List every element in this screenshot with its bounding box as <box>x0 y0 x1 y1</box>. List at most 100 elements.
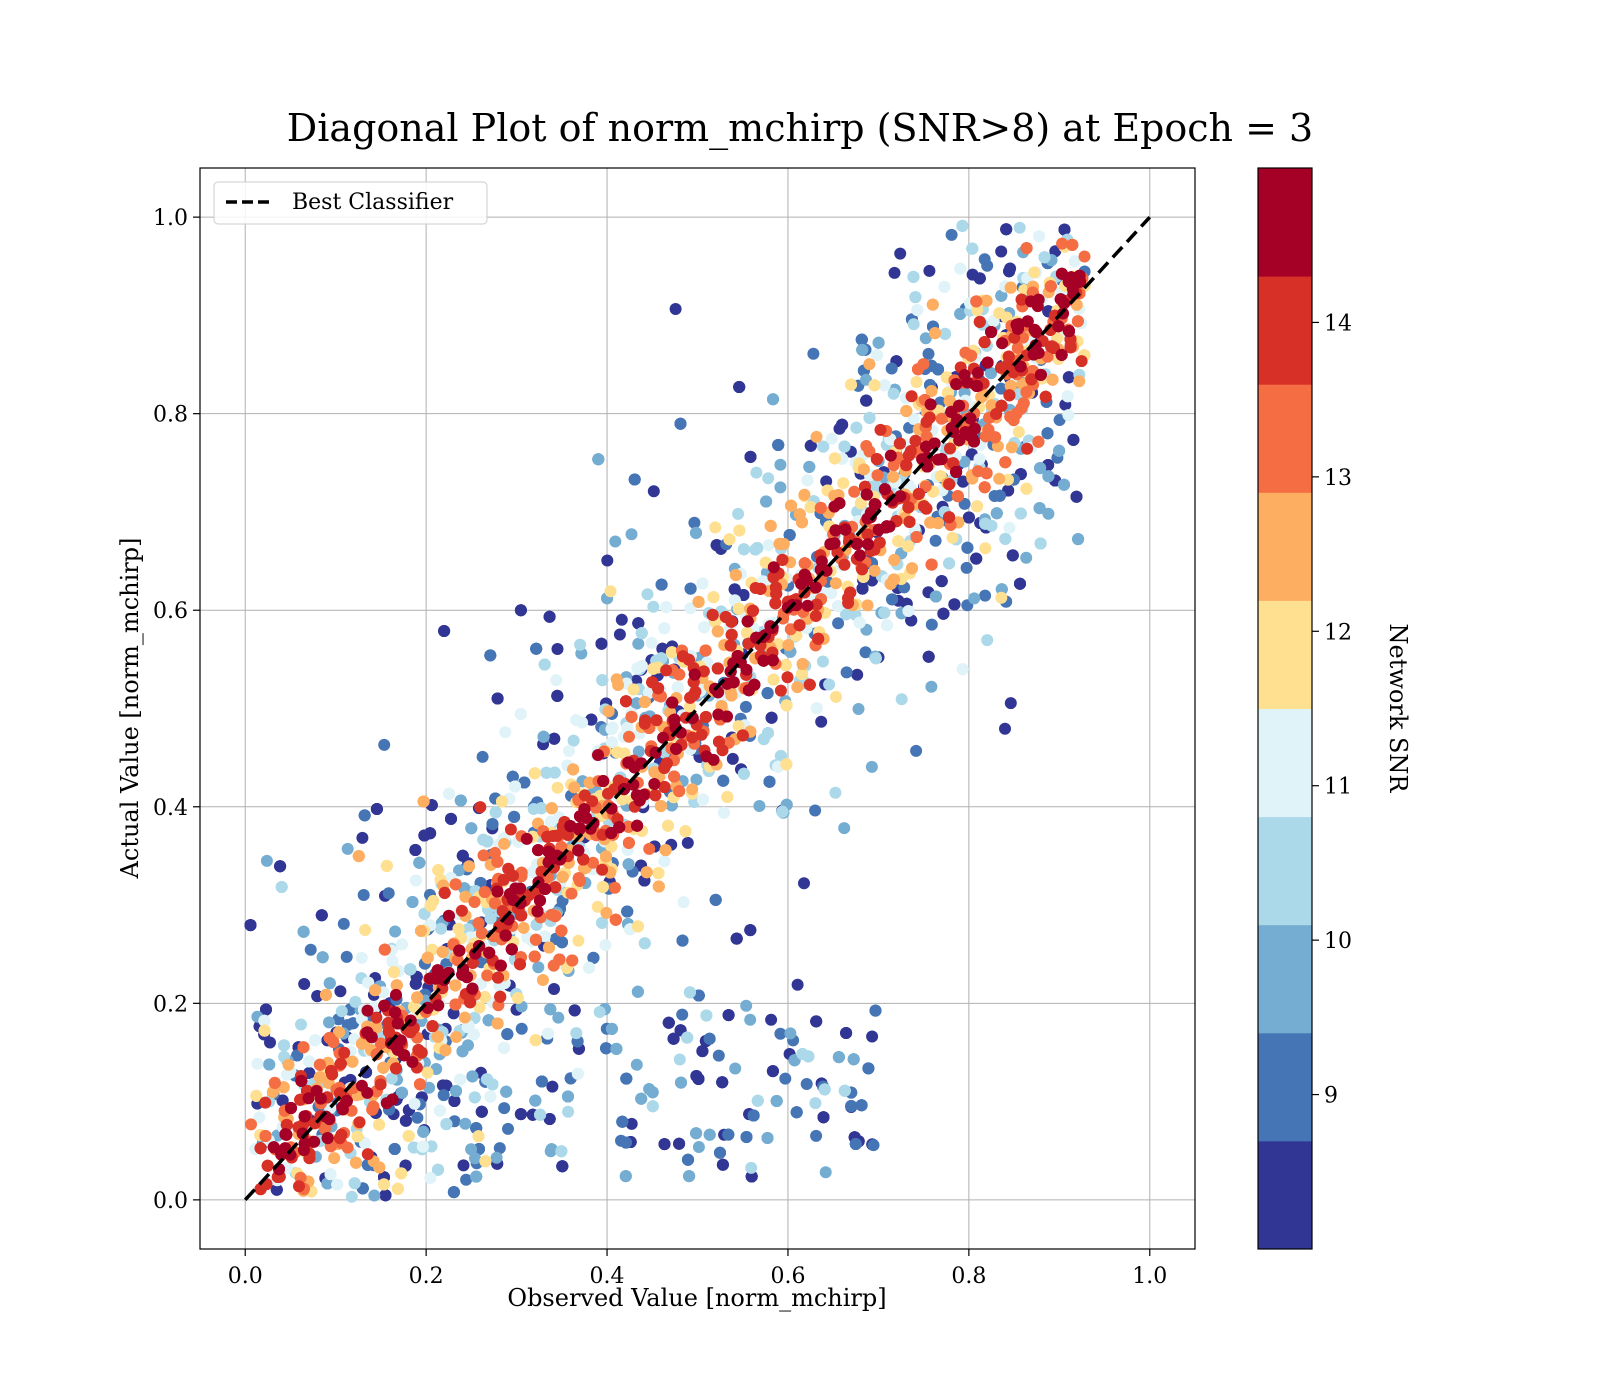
scatter-point <box>535 1075 548 1088</box>
scatter-point <box>572 934 585 947</box>
scatter-point <box>656 642 669 655</box>
scatter-point <box>457 1159 470 1172</box>
scatter-point <box>909 291 922 304</box>
scatter-point <box>703 1032 716 1045</box>
scatter-point <box>1005 441 1018 454</box>
scatter-point <box>309 1034 322 1047</box>
scatter-point <box>622 820 635 833</box>
scatter-point <box>662 1016 675 1029</box>
scatter-point <box>538 658 551 671</box>
scatter-point <box>323 977 336 990</box>
scatter-points <box>244 219 1091 1203</box>
scatter-point <box>968 592 981 605</box>
scatter-point <box>924 516 937 529</box>
scatter-point <box>304 943 317 956</box>
scatter-point <box>810 1015 823 1028</box>
scatter-point <box>851 668 864 681</box>
scatter-point <box>567 734 580 747</box>
scatter-point <box>409 874 422 887</box>
scatter-point <box>325 1065 338 1077</box>
scatter-point <box>447 1186 460 1199</box>
scatter-point <box>966 268 979 281</box>
scatter-point <box>416 1140 429 1153</box>
scatter-point <box>902 605 915 617</box>
scatter-point <box>575 647 588 660</box>
scatter-point <box>367 1100 380 1113</box>
scatter-point <box>1008 331 1021 344</box>
scatter-point <box>438 625 451 637</box>
scatter-point <box>697 665 710 678</box>
scatter-point <box>258 1024 271 1037</box>
scatter-point <box>1070 490 1083 503</box>
scatter-point <box>767 673 780 686</box>
scatter-point <box>830 690 842 703</box>
scatter-point <box>874 423 887 436</box>
scatter-point <box>1062 371 1075 384</box>
scatter-point <box>747 1109 760 1122</box>
scatter-point <box>498 837 511 850</box>
scatter-point <box>585 713 598 726</box>
scatter-point <box>838 822 851 835</box>
scatter-point <box>860 373 872 386</box>
scatter-point <box>744 450 757 463</box>
scatter-point <box>297 1041 310 1054</box>
scatter-point <box>555 924 568 937</box>
scatter-point <box>782 639 795 651</box>
scatter-point <box>866 1030 879 1043</box>
scatter-point <box>1068 255 1081 268</box>
scatter-point <box>498 1041 510 1054</box>
scatter-point <box>465 1143 478 1156</box>
scatter-point <box>951 490 964 503</box>
scatter-point <box>616 793 629 806</box>
scatter-point <box>767 393 779 406</box>
scatter-point <box>683 1170 696 1183</box>
scatter-point <box>761 1132 774 1144</box>
scatter-point <box>424 899 437 912</box>
scatter-point <box>399 1114 412 1127</box>
scatter-point <box>452 922 465 935</box>
scatter-point <box>514 604 527 617</box>
scatter-point <box>316 951 329 964</box>
scatter-point <box>900 459 913 472</box>
scatter-point <box>733 524 746 537</box>
scatter-point <box>331 1178 344 1191</box>
scatter-point <box>647 662 660 675</box>
scatter-point <box>646 1100 659 1113</box>
scatter-point <box>887 470 900 483</box>
scatter-point <box>514 1108 527 1121</box>
scatter-point <box>658 855 671 868</box>
scatter-point <box>490 1151 503 1164</box>
scatter-point <box>765 1013 778 1026</box>
scatter-point <box>690 1127 703 1140</box>
scatter-point <box>417 1125 430 1138</box>
scatter-point <box>518 776 531 789</box>
scatter-point <box>549 881 562 894</box>
scatter-point <box>469 1152 481 1165</box>
scatter-point <box>493 1142 506 1155</box>
scatter-point <box>1025 373 1038 386</box>
scatter-point <box>475 927 488 940</box>
scatter-point <box>529 933 542 946</box>
scatter-point <box>491 692 504 705</box>
scatter-point <box>729 569 742 581</box>
scatter-point <box>424 1172 437 1184</box>
scatter-point <box>709 893 722 906</box>
scatter-point <box>275 881 288 893</box>
scatter-point <box>437 1089 450 1102</box>
scatter-point <box>978 253 991 266</box>
scatter-point <box>1034 462 1047 475</box>
scatter-point <box>816 655 829 668</box>
scatter-point <box>587 856 599 869</box>
scatter-point <box>926 298 939 311</box>
scatter-point <box>1058 223 1071 236</box>
scatter-point <box>625 710 638 723</box>
scatter-point <box>690 773 703 786</box>
scatter-point <box>712 1049 725 1062</box>
scatter-point <box>838 1084 851 1097</box>
scatter-point <box>721 791 734 803</box>
scatter-point <box>458 1011 471 1024</box>
scatter-point <box>1062 409 1075 422</box>
scatter-point <box>1042 507 1055 520</box>
scatter-point <box>855 333 868 346</box>
scatter-point <box>856 343 869 356</box>
